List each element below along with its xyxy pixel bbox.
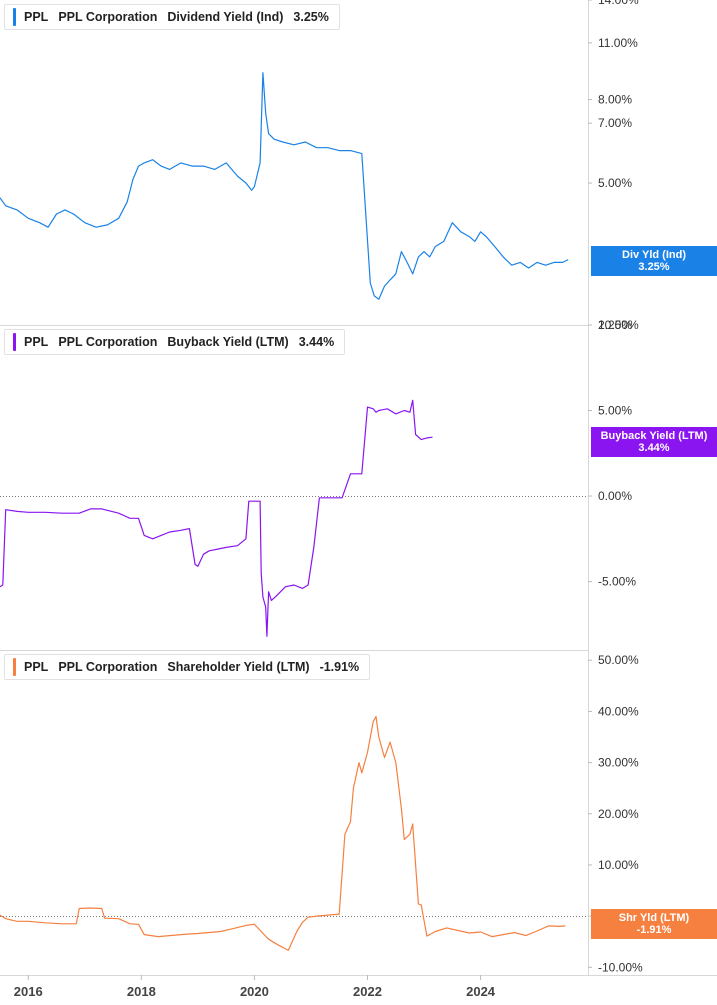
legend-shareholder-yield: PPL PPL Corporation Shareholder Yield (L…: [4, 654, 371, 680]
y-tick-label: 7.00%: [598, 116, 632, 130]
tag-label: Buyback Yield (LTM): [600, 430, 708, 442]
y-tick-label: 20.00%: [598, 807, 639, 821]
series-line: [0, 72, 569, 300]
legend-dividend-yield: PPL PPL Corporation Dividend Yield (Ind)…: [4, 4, 340, 30]
legend-metric: Buyback Yield (LTM): [167, 335, 289, 349]
legend-value: 3.44%: [298, 335, 335, 349]
tag-label: Div Yld (Ind): [622, 249, 686, 261]
legend-company: PPL Corporation: [58, 660, 158, 674]
y-tick-label: 50.00%: [598, 653, 639, 667]
series-line: [0, 399, 433, 637]
x-tick-label: 2024: [466, 984, 496, 999]
y-tick-label: 40.00%: [598, 704, 639, 718]
tag-label: Shr Yld (LTM): [618, 912, 690, 924]
legend-swatch: [13, 658, 16, 676]
y-tick-label: 11.00%: [598, 36, 638, 50]
y-tick-label: 10.00%: [598, 858, 639, 872]
tag-value: 3.44%: [638, 442, 670, 454]
legend-ticker: PPL: [24, 10, 49, 24]
x-tick-label: 2018: [127, 984, 156, 999]
legend-swatch: [13, 333, 16, 351]
x-tick-label: 2022: [353, 984, 382, 999]
x-tick-label: 2016: [14, 984, 43, 999]
y-tick-label: 0.00%: [598, 489, 632, 503]
series-line: [0, 715, 566, 951]
tag-shareholder-yield: Shr Yld (LTM) -1.91%: [591, 909, 717, 939]
legend-company: PPL Corporation: [58, 335, 158, 349]
tag-dividend-yield: Div Yld (Ind) 3.25%: [591, 246, 717, 276]
x-tick-label: 2020: [240, 984, 269, 999]
y-tick-label: 2.25%: [598, 318, 632, 332]
legend-ticker: PPL: [24, 335, 49, 349]
y-tick-label: 8.00%: [598, 92, 632, 106]
legend-ticker: PPL: [24, 660, 49, 674]
legend-buyback-yield: PPL PPL Corporation Buyback Yield (LTM) …: [4, 329, 346, 355]
legend-value: -1.91%: [319, 660, 360, 674]
legend-value: 3.25%: [293, 10, 329, 24]
tag-value: -1.91%: [636, 924, 672, 936]
legend-swatch: [13, 8, 16, 26]
legend-metric: Shareholder Yield (LTM): [167, 660, 310, 674]
legend-company: PPL Corporation: [58, 10, 158, 24]
y-tick-label: 5.00%: [598, 176, 632, 190]
legend-metric: Dividend Yield (Ind): [167, 10, 284, 24]
y-tick-label: 10.00%: [598, 318, 639, 332]
y-tick-label: -10.00%: [598, 960, 643, 974]
y-tick-label: -5.00%: [598, 575, 636, 589]
tag-value: 3.25%: [638, 261, 670, 273]
y-tick-label: 5.00%: [598, 404, 632, 418]
y-tick-label: 14.00%: [598, 0, 639, 7]
tag-buyback-yield: Buyback Yield (LTM) 3.44%: [591, 427, 717, 457]
y-tick-label: 30.00%: [598, 756, 639, 770]
